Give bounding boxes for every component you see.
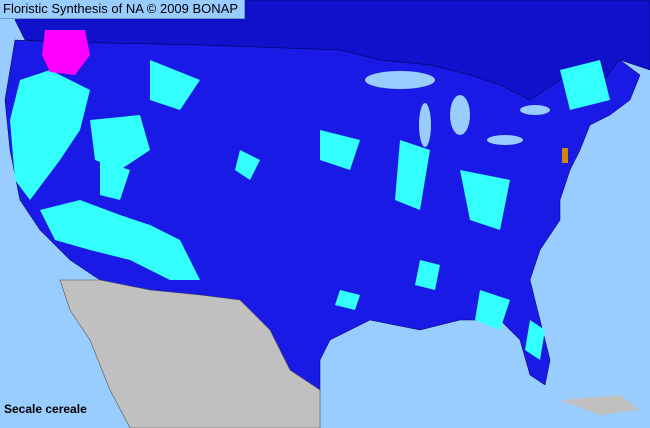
- present-counties: [10, 60, 610, 360]
- lakes: [365, 71, 550, 147]
- orange-county: [562, 148, 568, 163]
- mexico-region: [59, 279, 321, 428]
- species-label: Secale cereale: [4, 402, 87, 416]
- map-title: Floristic Synthesis of NA © 2009 BONAP: [0, 0, 246, 19]
- cuba-region: [560, 395, 640, 415]
- highlight-region: [42, 30, 90, 75]
